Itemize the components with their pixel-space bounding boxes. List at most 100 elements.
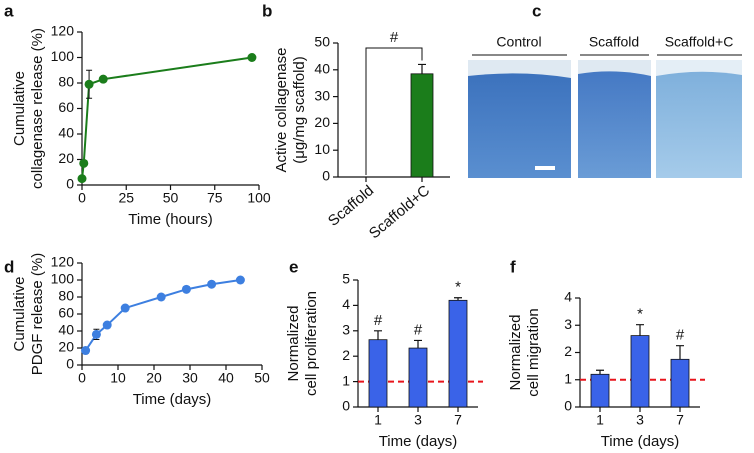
y-tick-label: 0 xyxy=(564,398,572,414)
y-tick-label: 2 xyxy=(342,347,350,363)
bar xyxy=(408,347,428,408)
point xyxy=(181,284,191,294)
x-tick-label: 20 xyxy=(146,370,162,386)
panel-label: c xyxy=(532,1,541,20)
error-bar xyxy=(636,324,644,336)
annotation: # xyxy=(390,29,399,46)
error-bar xyxy=(414,339,422,349)
y-tick-label: 3 xyxy=(564,316,572,332)
point xyxy=(207,279,217,289)
y-tick-label: 0 xyxy=(66,176,74,192)
error-bar xyxy=(418,63,426,74)
y-axis-label: Cumulative xyxy=(11,71,28,146)
scale-bar xyxy=(535,166,555,170)
y-tick-label: 30 xyxy=(314,87,330,103)
x-tick-label: 0 xyxy=(78,190,86,206)
y-tick-label: 0 xyxy=(66,356,74,372)
y-tick-label: 4 xyxy=(342,296,350,312)
tissue xyxy=(656,71,742,178)
x-axis-label: Time (days) xyxy=(379,433,458,450)
x-tick-label: 7 xyxy=(454,412,462,428)
image-label: Scaffold xyxy=(589,34,639,50)
annotation: # xyxy=(374,312,383,329)
y-tick-label: 40 xyxy=(314,61,330,77)
x-tick-label: 0 xyxy=(78,370,86,386)
point xyxy=(235,275,245,285)
y-tick-label: 20 xyxy=(58,339,74,355)
bar xyxy=(670,358,690,408)
y-axis-label: (μg/mg scaffold) xyxy=(291,56,308,164)
y-tick-label: 20 xyxy=(314,114,330,130)
y-tick-label: 1 xyxy=(342,372,350,388)
point xyxy=(79,158,89,168)
x-tick-label: 1 xyxy=(374,412,382,428)
panel-label: d xyxy=(4,257,14,276)
x-tick-label: 25 xyxy=(118,190,134,206)
x-tick-label: 3 xyxy=(414,412,422,428)
y-tick-label: 120 xyxy=(51,254,75,270)
bar xyxy=(410,73,434,178)
y-axis-label: Cumulative xyxy=(11,276,28,351)
point xyxy=(84,79,94,89)
bracket xyxy=(365,47,423,175)
x-tick-label: Scaffold xyxy=(325,182,377,230)
y-axis-label: collagenase release (%) xyxy=(29,28,46,189)
tissue xyxy=(468,73,571,178)
x-tick-label: 1 xyxy=(596,412,604,428)
annotation: * xyxy=(637,306,643,323)
y-tick-label: 3 xyxy=(342,322,350,338)
y-tick-label: 40 xyxy=(58,125,74,141)
y-tick-label: 120 xyxy=(51,23,75,39)
y-tick-label: 5 xyxy=(342,271,350,287)
y-axis-label: Normalized xyxy=(285,306,302,382)
error-bar xyxy=(454,297,462,301)
x-tick-label: 50 xyxy=(254,370,270,386)
tissue xyxy=(578,71,651,178)
panel-label: b xyxy=(262,1,272,20)
y-axis-label: PDGF release (%) xyxy=(29,253,46,376)
point xyxy=(247,53,257,62)
y-tick-label: 40 xyxy=(58,322,74,338)
annotation: # xyxy=(414,321,423,338)
x-tick-label: 7 xyxy=(676,412,684,428)
line xyxy=(84,279,241,352)
y-tick-label: 60 xyxy=(58,99,74,115)
point xyxy=(91,329,101,339)
y-tick-label: 80 xyxy=(58,74,74,90)
bar xyxy=(590,373,610,408)
x-tick-label: 40 xyxy=(218,370,234,386)
x-tick-label: 100 xyxy=(247,190,271,206)
error-bar xyxy=(374,330,382,340)
panel-label: f xyxy=(510,257,516,276)
line xyxy=(81,56,253,179)
x-axis-label: Time (hours) xyxy=(128,211,212,228)
y-tick-label: 80 xyxy=(58,288,74,304)
y-tick-label: 100 xyxy=(51,271,75,287)
y-tick-label: 10 xyxy=(314,141,330,157)
x-tick-label: 3 xyxy=(636,412,644,428)
y-tick-label: 60 xyxy=(58,305,74,321)
y-tick-label: 2 xyxy=(564,343,572,359)
histology-images: Control Scaffold Scaffold+C xyxy=(468,34,742,178)
bar xyxy=(630,335,650,408)
point xyxy=(156,292,166,302)
x-tick-label: 50 xyxy=(163,190,179,206)
y-tick-label: 50 xyxy=(314,34,330,50)
error-bar xyxy=(596,369,604,375)
point xyxy=(120,303,130,313)
y-tick-label: 20 xyxy=(58,150,74,166)
point xyxy=(98,74,108,84)
x-tick-label: 75 xyxy=(207,190,223,206)
bar xyxy=(368,339,388,408)
image-label: Control xyxy=(496,34,541,50)
x-tick-label: 30 xyxy=(182,370,198,386)
y-axis-label: cell proliferation xyxy=(303,291,320,396)
y-tick-label: 0 xyxy=(342,398,350,414)
image-label: Scaffold+C xyxy=(665,34,734,50)
y-axis-label: Normalized xyxy=(507,315,524,391)
panel-label: e xyxy=(289,257,298,276)
x-axis-label: Time (days) xyxy=(601,433,680,450)
y-tick-label: 100 xyxy=(51,48,75,64)
error-bar xyxy=(676,345,684,360)
